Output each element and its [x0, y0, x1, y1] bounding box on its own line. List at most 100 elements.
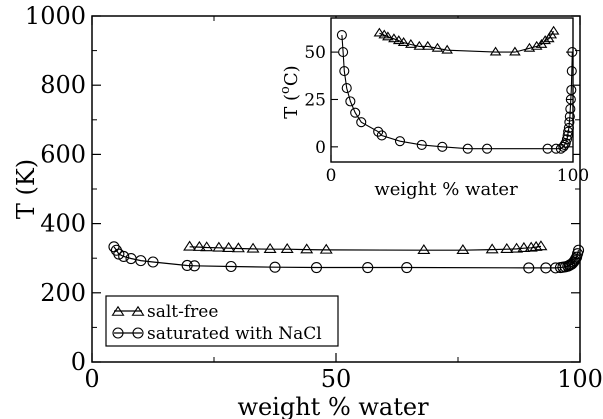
circle-marker [269, 261, 281, 273]
circle-marker [362, 261, 374, 274]
inset-circle-marker [345, 96, 356, 107]
y-tick-label: 0 [71, 348, 86, 376]
inset-circle-marker [566, 66, 577, 77]
inset-triangle-marker [441, 44, 453, 54]
inset-y-tick-label: 0 [315, 138, 326, 158]
inset-y-tick-label: 50 [304, 43, 326, 63]
series-line-1 [113, 246, 580, 269]
legend-circle-marker [132, 327, 144, 339]
inset-y-axis-label-main: T ( [281, 94, 302, 119]
x-axis-label: weight % water [237, 393, 429, 419]
inset-y-tick-label: 25 [304, 90, 326, 110]
legend-label-0: salt-free [147, 302, 218, 322]
circle-marker [147, 256, 159, 268]
triangle-marker [517, 241, 531, 252]
inset-y-axis-label-unit: C) [281, 65, 302, 86]
inset-circle-marker [341, 83, 352, 94]
triangle-marker [529, 240, 543, 251]
x-tick-label: 100 [557, 365, 603, 393]
inset-circle-marker [339, 66, 350, 77]
inset-circle-marker [561, 134, 573, 145]
triangle-marker [212, 241, 226, 252]
inset-y-axis-label-text: T (oC) [278, 65, 302, 118]
inset-triangle-marker [539, 35, 551, 45]
triangle-marker [231, 242, 245, 253]
inset-triangle-marker [392, 35, 405, 45]
inset-plot: 0 25 50 0 100 weight % water T (oC) [278, 17, 589, 200]
circle-marker [188, 260, 201, 272]
triangle-marker [300, 243, 314, 254]
inset-circle-marker [559, 139, 570, 150]
inset-circle-marker [437, 141, 448, 152]
inset-triangle-marker [405, 38, 417, 48]
circle-marker [523, 262, 535, 274]
inset-circle-marker [373, 126, 384, 137]
inset-circle-marker [551, 143, 562, 154]
inset-circle-marker [350, 107, 361, 118]
y-tick-label: 400 [40, 210, 86, 238]
circle-marker [401, 261, 413, 274]
inset-triangle-marker [388, 33, 400, 43]
circle-marker [118, 250, 130, 263]
circle-marker [108, 241, 120, 253]
triangle-marker [280, 242, 294, 253]
inset-x-tick-label: 100 [557, 166, 589, 186]
inset-circle-marker [394, 136, 406, 147]
triangle-marker [183, 240, 197, 251]
y-tick-label: 200 [40, 279, 86, 307]
legend-triangle-marker [111, 305, 125, 316]
inset-circle-marker [462, 143, 473, 154]
inset-y-axis-label-degree: o [278, 86, 293, 94]
inset-triangle-marker [397, 37, 410, 47]
inset-circle-marker [336, 30, 347, 41]
x-tick-label: 0 [84, 365, 99, 393]
inset-circle-marker [376, 130, 387, 141]
circle-marker [225, 260, 237, 273]
triangle-marker [485, 243, 499, 254]
circle-marker [135, 255, 147, 267]
y-tick-label: 600 [40, 140, 86, 168]
inset-circle-marker [416, 139, 427, 150]
triangle-marker [319, 243, 333, 254]
triangle-marker [246, 242, 260, 253]
legend-label-1: saturated with NaCl [147, 324, 322, 344]
circle-marker [310, 261, 323, 274]
inset-circle-marker [482, 143, 493, 154]
inset-triangle-marker [431, 42, 444, 52]
legend-circle-marker [112, 327, 124, 339]
inset-triangle-marker [413, 40, 426, 50]
inset-circle-marker [566, 84, 577, 96]
triangle-marker [417, 244, 431, 255]
inset-x-tick-label: 0 [326, 166, 337, 186]
inset-y-axis-label: T (oC) [278, 65, 302, 118]
inset-circle-marker [564, 117, 575, 128]
y-tick-label: 800 [40, 71, 86, 99]
triangle-marker [222, 241, 236, 252]
triangle-marker [263, 242, 277, 253]
inset-circle-marker [564, 111, 575, 122]
triangle-marker [534, 240, 548, 251]
inset-triangle-marker [382, 31, 394, 41]
inset-triangle-marker [547, 25, 560, 35]
series-line-0 [189, 245, 542, 251]
triangle-marker [510, 242, 524, 253]
x-tick-label: 50 [321, 365, 352, 393]
y-axis-label: T (K) [12, 159, 40, 219]
inset-triangle-marker [421, 40, 434, 50]
inset-x-axis-label: weight % water [374, 179, 518, 200]
inset-triangle-marker [373, 27, 386, 37]
inset-triangle-marker [530, 40, 543, 50]
inset-circle-marker [338, 47, 349, 58]
inset-circle-marker [356, 117, 367, 128]
legend-frame [105, 295, 339, 347]
triangle-marker [200, 241, 214, 252]
triangle-marker [524, 241, 538, 252]
inset-triangle-marker [489, 46, 502, 56]
circle-marker [572, 244, 585, 256]
inset-frame [330, 17, 574, 163]
inset-circle-marker [567, 47, 578, 58]
